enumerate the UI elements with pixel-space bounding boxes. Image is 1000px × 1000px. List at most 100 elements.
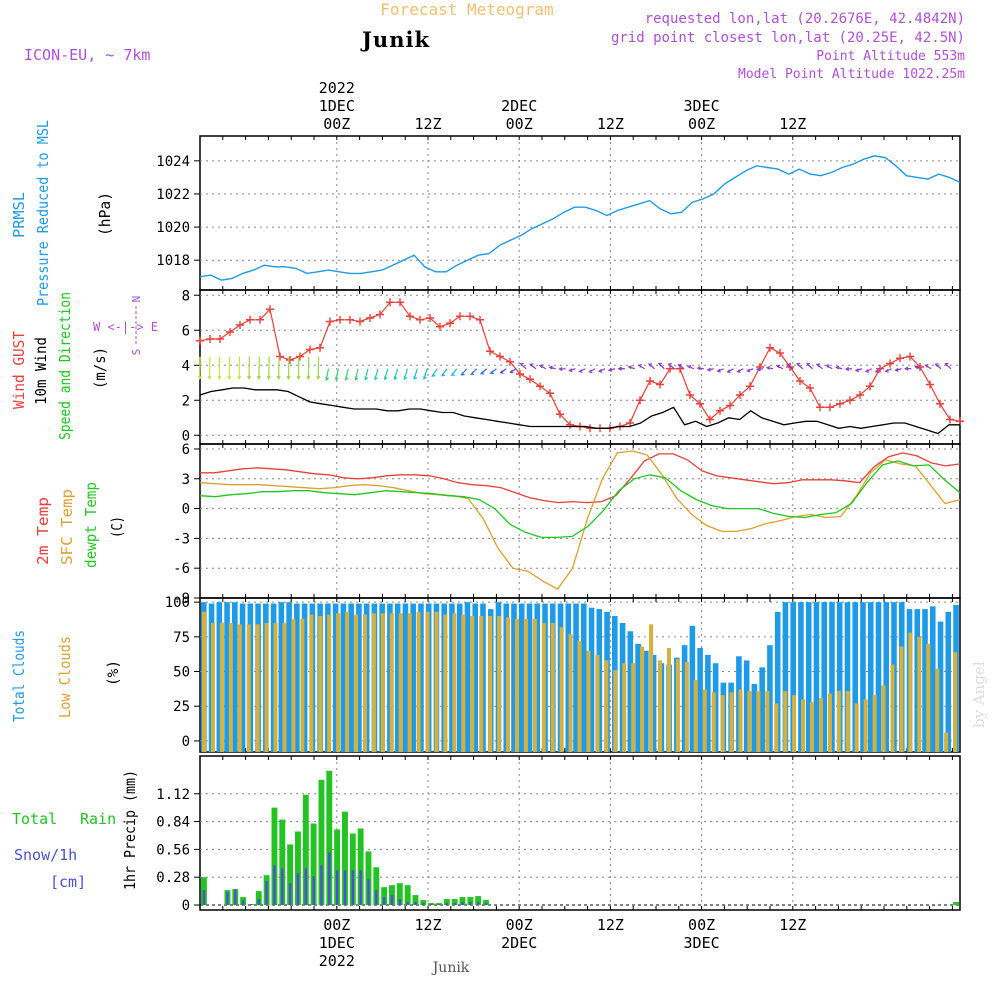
- arrow-head: [696, 366, 701, 371]
- top-time-label: 1DEC: [319, 97, 355, 115]
- wind-direction-arrow: [276, 356, 281, 380]
- gust-point: [536, 382, 544, 391]
- low-cloud-bar: [514, 618, 519, 752]
- low-cloud-bar: [246, 624, 251, 752]
- total-cloud-bar: [782, 602, 789, 752]
- low-cloud-bar: [559, 627, 564, 752]
- low-cloud-bar: [747, 690, 752, 752]
- low-cloud-bar: [792, 695, 797, 752]
- gust-point: [836, 399, 844, 408]
- wind-direction-arrow: [796, 362, 804, 370]
- gust-point: [256, 315, 264, 324]
- gust-point: [866, 382, 874, 391]
- arrow-head: [864, 369, 870, 373]
- total-cloud-bar: [588, 607, 595, 752]
- snow-bar: [320, 865, 323, 906]
- snow-bar: [437, 904, 441, 906]
- arrow-head: [247, 375, 252, 380]
- total-cloud-bar: [418, 603, 424, 752]
- gust-point: [936, 399, 944, 408]
- low-cloud-bar: [541, 622, 546, 752]
- snow-bar: [273, 865, 276, 906]
- y-tick-label: 1020: [156, 220, 190, 236]
- gust-point: [526, 375, 534, 384]
- snow-bar: [484, 903, 488, 906]
- bottom-time-label: 3DEC: [684, 934, 720, 952]
- gust-point: [806, 384, 814, 392]
- arrow-head: [904, 366, 909, 371]
- bottom-time-label: 00Z: [506, 916, 533, 934]
- snow-bar: [461, 902, 464, 906]
- gust-point: [466, 312, 474, 321]
- low-cloud-bar: [881, 685, 886, 752]
- y-tick-label: 0.84: [156, 815, 190, 831]
- gust-point: [246, 315, 254, 324]
- arrow-head: [538, 364, 544, 369]
- rain-bar: [483, 900, 489, 906]
- temp2m-label: 2m Temp: [34, 497, 52, 565]
- snow-bar: [382, 897, 386, 906]
- snow-bar: [202, 890, 206, 906]
- low-cloud-bar: [818, 697, 823, 752]
- arrow-head: [489, 370, 494, 375]
- snow-bar: [335, 870, 339, 906]
- snow-unit: [cm]: [50, 873, 86, 891]
- snow-bar: [257, 899, 260, 906]
- y-tick-label: 0: [182, 734, 190, 750]
- arrow-head: [335, 376, 339, 382]
- arrow-head: [403, 375, 408, 381]
- gust-point: [686, 391, 694, 399]
- snow-bar: [476, 902, 480, 906]
- gust-point: [906, 352, 914, 361]
- arrow-head: [344, 376, 349, 381]
- low-cloud-bar: [738, 689, 743, 752]
- wind-direction-arrow: [894, 367, 902, 372]
- low-cloud-bar: [953, 652, 958, 752]
- wind-direction-arrow: [864, 368, 873, 373]
- arrow-head: [384, 376, 388, 381]
- total-cloud-bar: [286, 602, 292, 752]
- snow-bar: [453, 903, 456, 906]
- gust-point: [386, 298, 394, 307]
- gust-point: [216, 335, 224, 343]
- low-cloud-bar: [729, 692, 734, 752]
- rain-bar: [404, 885, 411, 906]
- gust-point: [846, 396, 854, 405]
- low-cloud-bar: [640, 646, 645, 752]
- total-cloud-bar: [348, 603, 354, 752]
- rain-bar: [357, 828, 364, 906]
- low-cloud-bar: [944, 732, 949, 752]
- arrow-head: [617, 366, 622, 371]
- arrow-head: [854, 368, 860, 373]
- rain-bar: [310, 823, 317, 906]
- gust-point: [206, 335, 214, 343]
- wind-direction-arrow: [578, 368, 586, 373]
- sfctemp-line: [199, 450, 961, 590]
- wind-direction-arrow: [374, 368, 379, 381]
- total-cloud-bar: [472, 603, 479, 752]
- gust-point: [896, 354, 904, 363]
- snow-bar: [469, 902, 472, 906]
- arrow-head: [460, 371, 465, 376]
- gust-point: [336, 315, 344, 324]
- low-cloud-bar: [461, 614, 466, 752]
- arrow-shaft: [325, 368, 330, 381]
- low-cloud-bar: [720, 695, 725, 752]
- bottom-time-label: 2022: [319, 952, 355, 970]
- temperature-labels: 2m Temp SFC Temp dewpt Temp (C): [34, 482, 126, 568]
- panel-frame: [199, 135, 961, 291]
- low-cloud-bar: [649, 624, 654, 752]
- total-cloud-bar: [340, 603, 347, 752]
- wind-direction-arrow: [450, 368, 458, 376]
- wind-direction-arrow: [617, 366, 625, 371]
- gust-point: [446, 319, 454, 328]
- rain-bar: [467, 897, 474, 906]
- total-cloud-bar: [449, 603, 455, 752]
- arrow-head: [736, 369, 741, 374]
- y-tick-label: 0: [182, 898, 190, 914]
- wind-direction-arrow: [805, 362, 813, 370]
- gust-point: [346, 315, 354, 324]
- temp2m-line: [200, 452, 961, 504]
